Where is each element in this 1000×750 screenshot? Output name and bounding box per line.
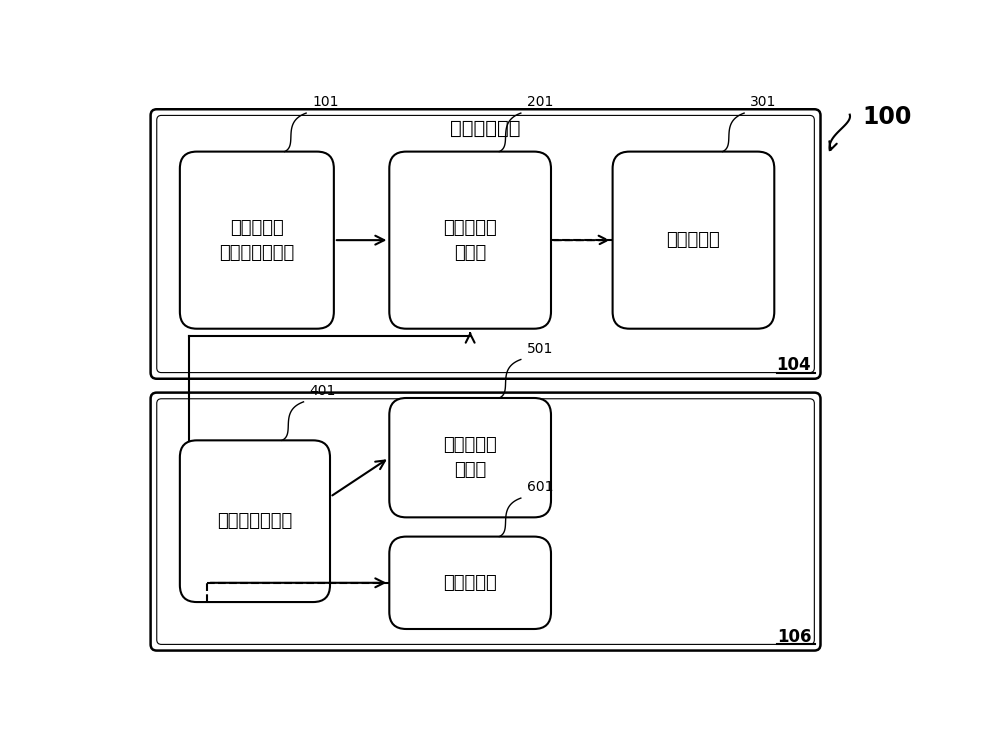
Text: 任务特性和
过程进度编码器: 任务特性和 过程进度编码器 — [219, 219, 294, 262]
Text: 301: 301 — [750, 95, 777, 109]
Text: 相似度度量
匹配器: 相似度度量 匹配器 — [443, 436, 497, 479]
FancyBboxPatch shape — [389, 398, 551, 518]
Text: 501: 501 — [527, 342, 553, 355]
Text: 任务特性编码器: 任务特性编码器 — [217, 512, 293, 530]
Text: 601: 601 — [527, 480, 553, 494]
FancyBboxPatch shape — [613, 152, 774, 328]
FancyBboxPatch shape — [151, 110, 820, 379]
Text: 聚类计算器: 聚类计算器 — [667, 231, 720, 249]
Text: 模型准备部件: 模型准备部件 — [450, 119, 521, 138]
Text: 100: 100 — [863, 105, 912, 129]
Text: 模型查询部件: 模型查询部件 — [450, 402, 521, 422]
FancyBboxPatch shape — [151, 392, 820, 650]
FancyBboxPatch shape — [180, 440, 330, 602]
Text: 104: 104 — [777, 356, 811, 374]
FancyBboxPatch shape — [389, 536, 551, 629]
Text: 101: 101 — [312, 95, 339, 109]
Text: 推断计算器: 推断计算器 — [443, 574, 497, 592]
FancyBboxPatch shape — [389, 152, 551, 328]
Text: 201: 201 — [527, 95, 553, 109]
Text: 106: 106 — [777, 628, 811, 646]
FancyBboxPatch shape — [180, 152, 334, 328]
Text: 相似度度量
计算器: 相似度度量 计算器 — [443, 219, 497, 262]
Text: 401: 401 — [310, 384, 336, 398]
